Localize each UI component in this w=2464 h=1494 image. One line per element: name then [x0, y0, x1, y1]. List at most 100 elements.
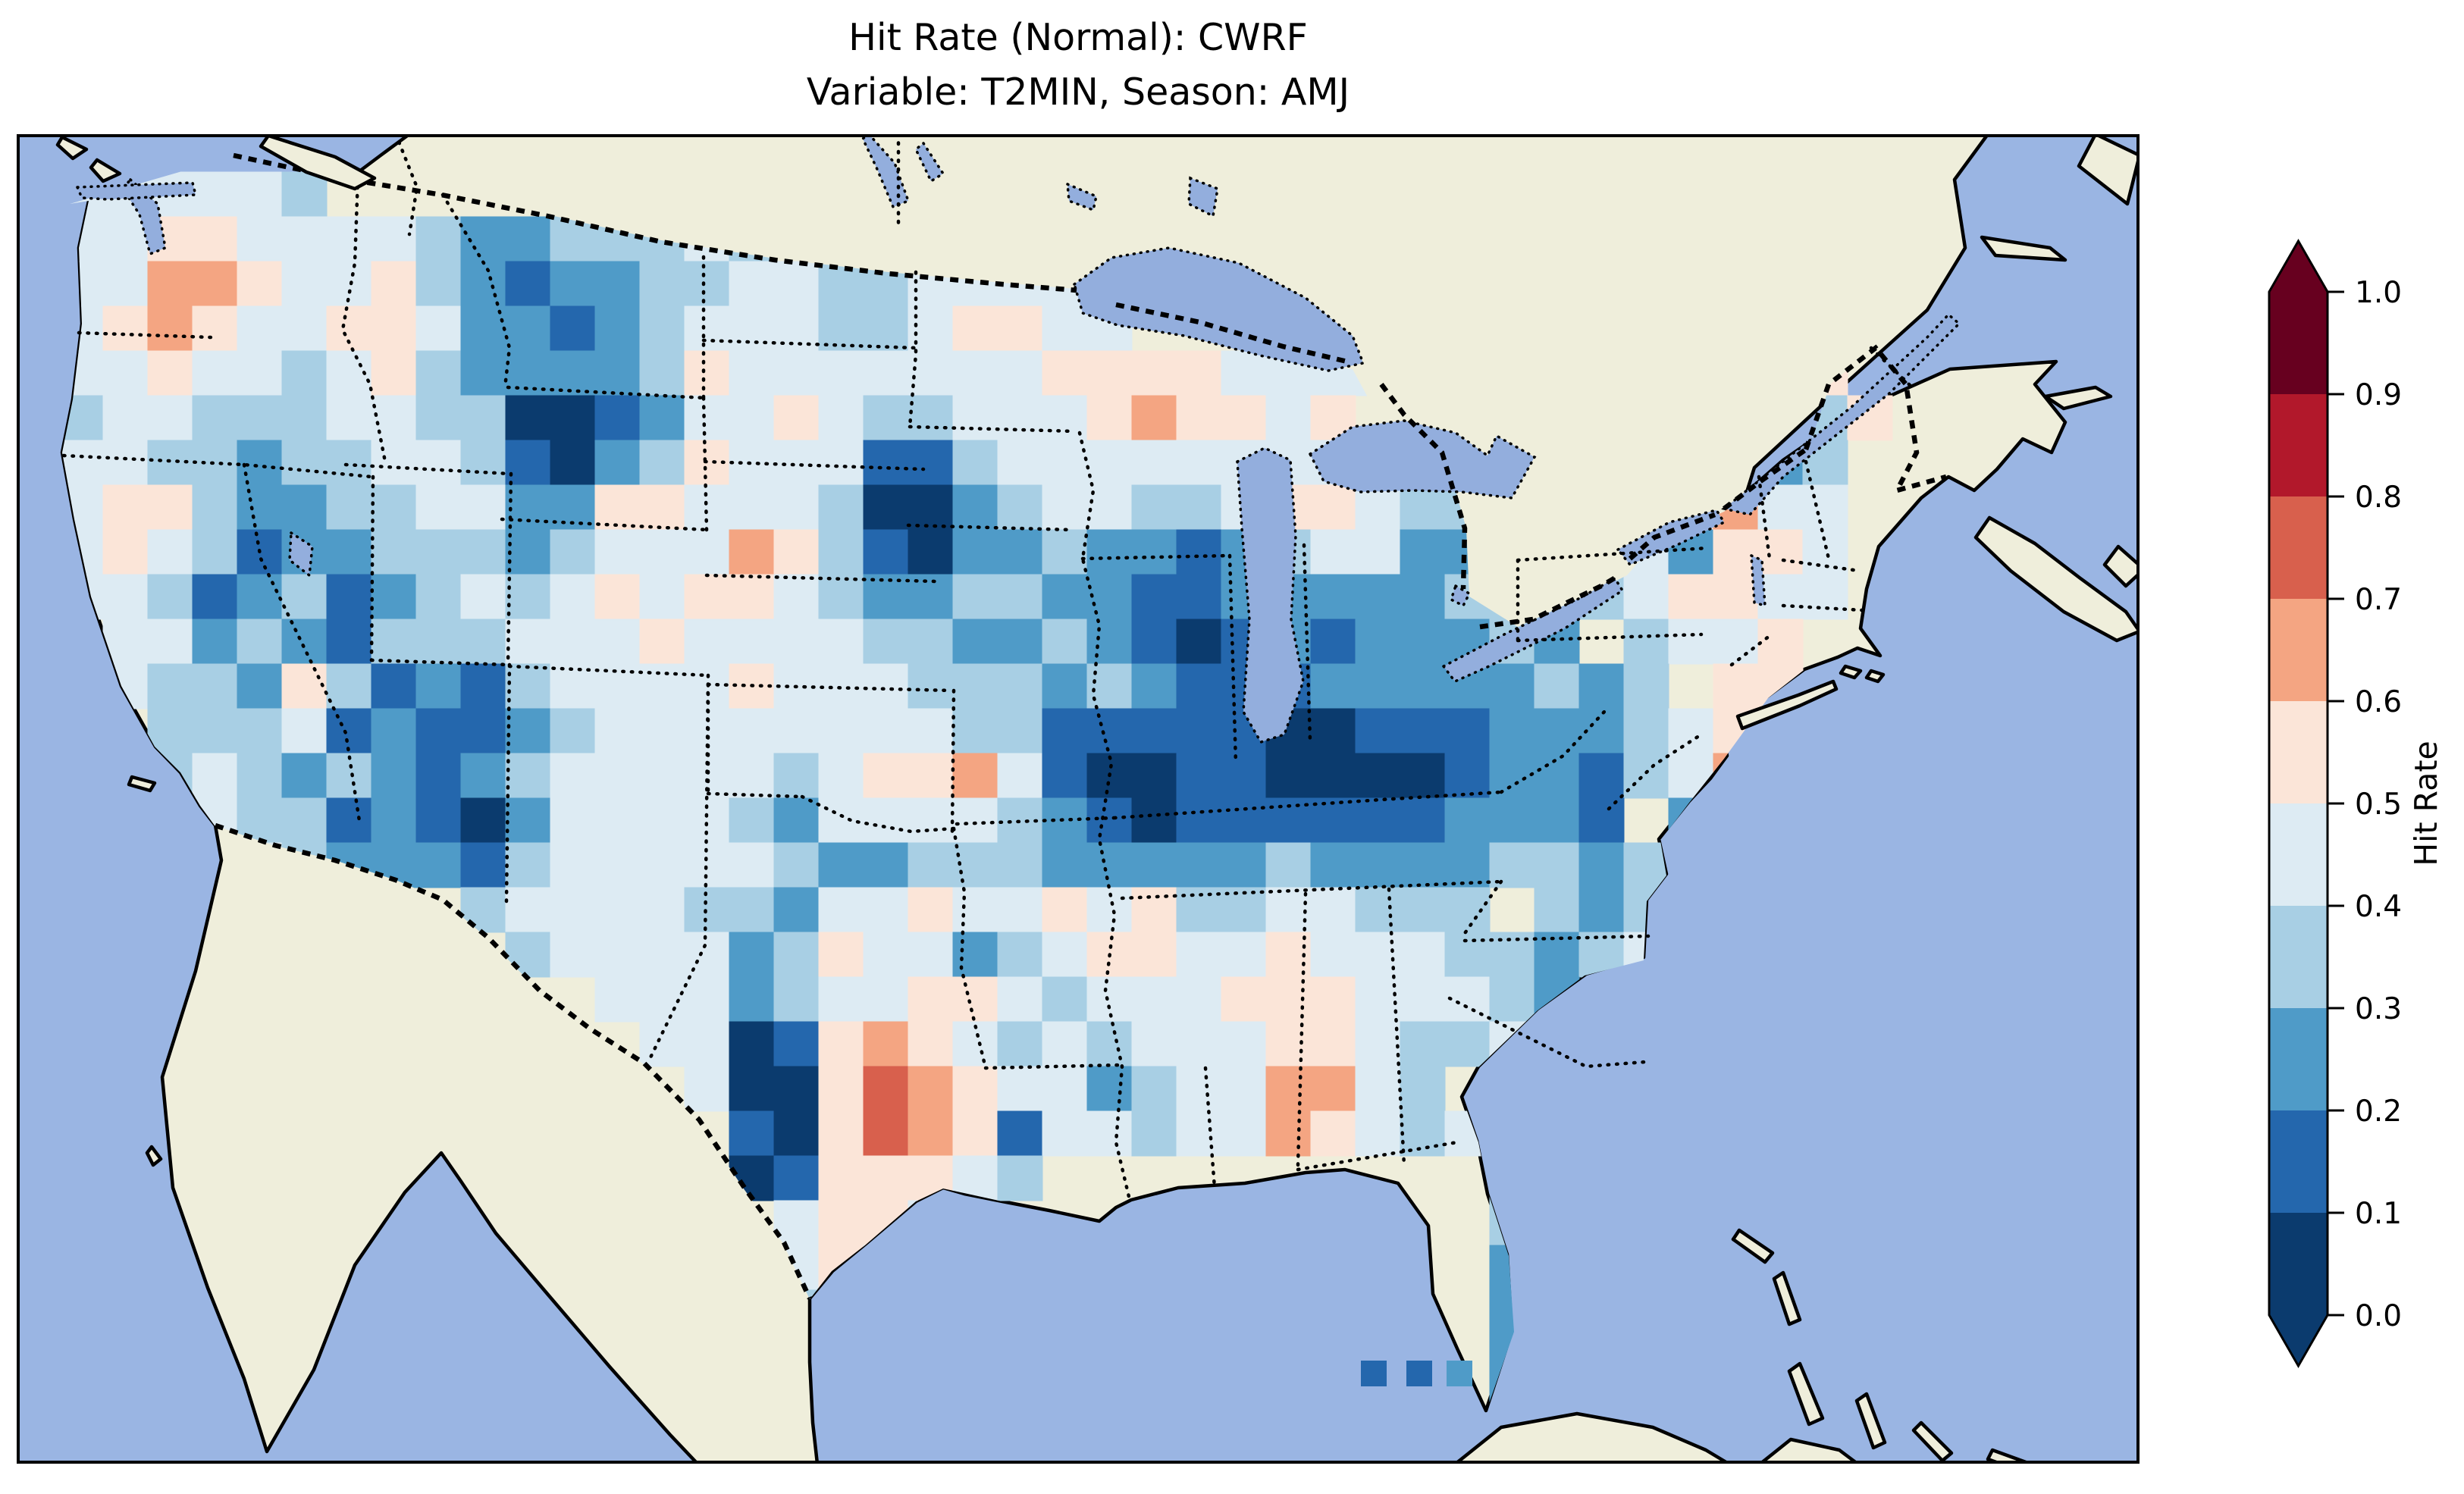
- grid-cell: [147, 305, 193, 352]
- grid-cell: [1578, 753, 1625, 799]
- grid-cell: [550, 216, 596, 262]
- grid-cell: [192, 619, 238, 665]
- grid-cell: [639, 261, 685, 307]
- grid-cell: [1534, 842, 1580, 888]
- grid-cell: [550, 887, 596, 933]
- grid-cell: [1086, 1110, 1133, 1157]
- colorbar-tick-label: 0.8: [2355, 481, 2402, 515]
- grid-cell: [192, 708, 238, 754]
- grid-cell: [863, 1066, 909, 1112]
- grid-cell: [460, 261, 506, 307]
- grid-cell: [908, 305, 954, 352]
- grid-cell: [460, 216, 506, 262]
- lake-michigan: [1236, 446, 1305, 744]
- grid-cell: [997, 708, 1043, 754]
- colorbar-band: [2269, 803, 2328, 906]
- lake-of-the-woods: [1065, 182, 1099, 212]
- colorbar: 0.0 0.1 0.2 0.3 0.4 0.5 0.6 0.7 0.8 0.9 1.0 Hit Ra…: [2268, 238, 2444, 1369]
- grid-cell: [1176, 708, 1222, 754]
- grid-cell: [594, 350, 641, 396]
- grid-cell: [1310, 574, 1356, 620]
- grid-cell: [192, 350, 238, 396]
- grid-cell: [1086, 1021, 1133, 1067]
- grid-cell: [863, 1110, 909, 1157]
- channel-islands: [127, 775, 157, 793]
- grid-cell: [1534, 753, 1580, 799]
- colorbar-band: [2269, 701, 2328, 803]
- vancouver-island: [259, 134, 377, 191]
- colorbar-band: [2269, 599, 2328, 701]
- grid-cell: [371, 484, 417, 531]
- grid-cell: [281, 753, 328, 799]
- grid-cell: [505, 619, 551, 665]
- lake-st-clair: [1449, 584, 1472, 608]
- grid-cell: [371, 619, 417, 665]
- grid-cell: [281, 708, 328, 754]
- grid-cell: [1355, 797, 1401, 844]
- prince-edward-island: [2043, 385, 2113, 411]
- grid-cell: [550, 574, 596, 620]
- grid-cell: [773, 1155, 820, 1201]
- grid-cell: [729, 484, 775, 531]
- grid-cell: [147, 395, 193, 441]
- grid-cell: [952, 797, 998, 844]
- grid-cell: [147, 663, 193, 709]
- grid-cell: [952, 395, 998, 441]
- grid-cell: [1310, 976, 1356, 1023]
- grid-cell: [1355, 574, 1401, 620]
- grid-cell: [1176, 1110, 1222, 1157]
- grid-cell: [1131, 797, 1177, 844]
- grid-cell: [1086, 529, 1133, 575]
- grid-cell: [684, 976, 730, 1023]
- grid-cell: [1400, 1110, 1446, 1157]
- grid-cell: [997, 842, 1043, 888]
- grid-cell: [684, 305, 730, 352]
- grid-cell: [1310, 932, 1356, 978]
- grid-cell: [729, 753, 775, 799]
- grid-cell: [1176, 976, 1222, 1023]
- grid-cell: [1131, 932, 1177, 978]
- grid-cell: [818, 663, 864, 709]
- grid-cell: [1310, 708, 1356, 754]
- grid-cell: [818, 1155, 864, 1201]
- grid-cell: [1176, 574, 1222, 620]
- grid-cell: [460, 619, 506, 665]
- grid-cell: [1355, 842, 1401, 888]
- grid-cell: [863, 797, 909, 844]
- grid-cell: [1221, 932, 1267, 978]
- grid-cell: [773, 1110, 820, 1157]
- bahamas-island-5: [1986, 1448, 2028, 1464]
- grid-cell: [684, 350, 730, 396]
- grid-cell: [773, 619, 820, 665]
- grid-cell: [639, 1021, 685, 1067]
- grid-cell: [102, 484, 149, 531]
- grid-cell: [1265, 753, 1312, 799]
- grid-cell: [639, 529, 685, 575]
- grid-cell: [505, 305, 551, 352]
- grid-cell: [505, 574, 551, 620]
- grid-cell: [1668, 574, 1714, 620]
- figure-title: Hit Rate (Normal): CWRF: [848, 16, 1308, 59]
- cuba-east: [1758, 1437, 1860, 1464]
- grid-cell: [997, 305, 1043, 352]
- grid-cell: [863, 395, 909, 441]
- grid-cell: [952, 305, 998, 352]
- grid-cell: [550, 305, 596, 352]
- grid-cell: [460, 529, 506, 575]
- grid-cell: [415, 797, 462, 844]
- grid-cell: [773, 1066, 820, 1112]
- grid-cell: [1086, 350, 1133, 396]
- grid-cell: [729, 574, 775, 620]
- grid-cell: [952, 1110, 998, 1157]
- grid-cell: [997, 574, 1043, 620]
- grid-cell: [192, 395, 238, 441]
- grid-cell: [997, 1066, 1043, 1112]
- us-canada-border: [233, 152, 1947, 630]
- grid-cell: [415, 619, 462, 665]
- grid-cell: [863, 753, 909, 799]
- grid-cell: [863, 484, 909, 531]
- grid-cell: [952, 753, 998, 799]
- grid-cell: [1534, 797, 1580, 844]
- grid-cell: [147, 261, 193, 307]
- grid-cell: [1086, 708, 1133, 754]
